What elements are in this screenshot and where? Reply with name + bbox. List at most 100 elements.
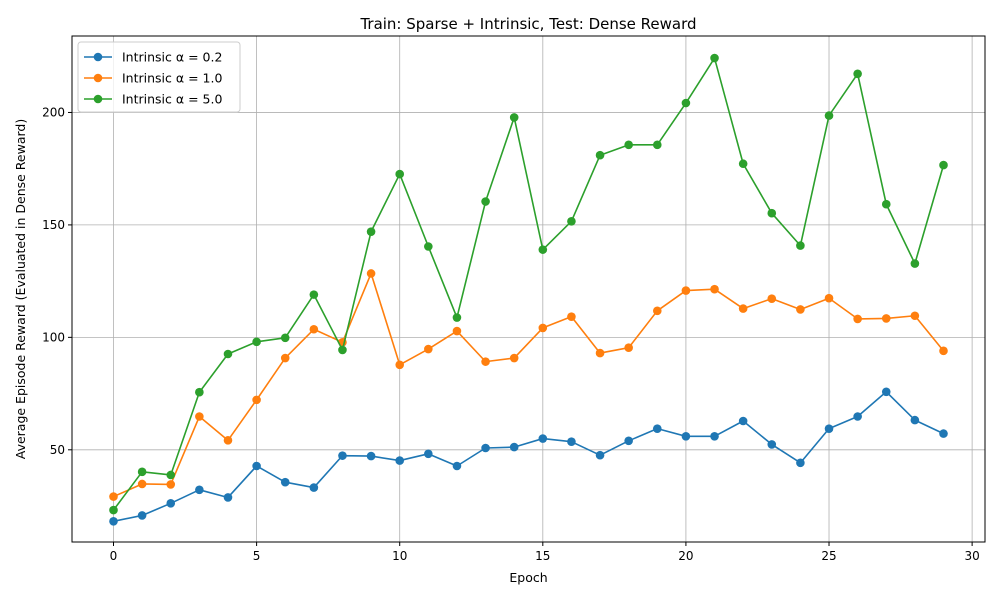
data-point xyxy=(137,511,147,520)
data-point xyxy=(538,323,548,333)
data-point xyxy=(710,53,719,63)
series-line xyxy=(112,57,945,511)
x-tick-label: 25 xyxy=(821,549,836,563)
data-point xyxy=(824,424,834,433)
data-point xyxy=(939,429,948,438)
data-point xyxy=(824,293,834,303)
data-point xyxy=(767,294,777,303)
data-point xyxy=(395,169,405,179)
data-point xyxy=(710,432,719,441)
x-axis-label: Epoch xyxy=(509,570,547,585)
data-point xyxy=(309,483,319,492)
x-tick-label: 5 xyxy=(253,549,261,563)
data-point xyxy=(424,242,433,251)
y-axis-label: Average Episode Reward (Evaluated in Den… xyxy=(13,119,28,460)
data-point xyxy=(767,208,777,218)
data-point xyxy=(223,493,233,502)
data-point xyxy=(509,353,519,363)
data-point xyxy=(738,416,748,426)
data-point xyxy=(910,259,920,268)
data-point xyxy=(109,492,118,501)
data-point xyxy=(910,415,920,425)
data-point xyxy=(509,113,519,122)
x-tick-label: 10 xyxy=(392,549,407,563)
data-point xyxy=(280,333,290,343)
data-point xyxy=(309,324,319,334)
data-point xyxy=(567,312,576,321)
data-point xyxy=(252,461,261,471)
legend-marker xyxy=(93,94,103,104)
data-point xyxy=(939,346,948,356)
data-point xyxy=(652,306,662,316)
data-point xyxy=(223,349,233,359)
data-point xyxy=(395,360,405,370)
data-point xyxy=(395,456,405,465)
data-point xyxy=(853,412,862,421)
data-point xyxy=(910,311,920,321)
legend-entry: Intrinsic α = 5.0 xyxy=(122,92,222,107)
data-point xyxy=(309,290,319,299)
data-point xyxy=(452,326,462,336)
data-point xyxy=(881,387,891,397)
data-point xyxy=(853,69,862,79)
legend-marker xyxy=(93,73,103,83)
data-point xyxy=(567,437,576,446)
data-point xyxy=(624,343,633,352)
y-tick-label: 200 xyxy=(42,105,65,119)
data-point xyxy=(595,150,605,160)
data-point xyxy=(738,304,748,313)
data-point xyxy=(652,424,662,433)
data-point xyxy=(796,305,805,314)
data-point xyxy=(939,160,948,170)
series-0 xyxy=(109,387,948,526)
data-point xyxy=(481,197,490,206)
data-point xyxy=(137,479,147,489)
x-tick-label: 0 xyxy=(110,549,118,563)
legend-entry: Intrinsic α = 0.2 xyxy=(122,50,222,65)
data-point xyxy=(280,477,290,487)
data-point xyxy=(195,387,204,397)
data-point xyxy=(767,440,777,449)
data-point xyxy=(109,505,118,515)
data-point xyxy=(538,245,548,254)
y-tick-label: 150 xyxy=(42,218,65,232)
data-point xyxy=(710,284,719,294)
y-axis-ticks: 50 100 150 200 xyxy=(42,105,72,457)
data-point xyxy=(424,449,433,459)
data-point xyxy=(652,140,662,150)
data-point xyxy=(567,217,576,226)
data-point xyxy=(252,395,261,405)
data-point xyxy=(681,286,691,295)
data-point xyxy=(195,485,204,495)
data-point xyxy=(796,458,805,468)
plot-frame xyxy=(71,35,986,543)
data-point xyxy=(481,357,490,366)
data-point xyxy=(538,434,548,443)
data-point xyxy=(452,313,462,322)
data-point xyxy=(796,241,805,250)
data-point xyxy=(166,480,176,489)
data-point xyxy=(252,337,261,347)
y-tick-label: 50 xyxy=(50,443,65,457)
data-point xyxy=(424,344,433,354)
series-line xyxy=(113,390,944,523)
data-point xyxy=(881,314,891,323)
data-point xyxy=(509,442,519,452)
data-point xyxy=(824,111,834,120)
data-point xyxy=(366,269,376,278)
legend-entry: Intrinsic α = 1.0 xyxy=(122,71,222,86)
data-point xyxy=(280,353,290,363)
x-tick-label: 15 xyxy=(535,549,550,563)
data-point xyxy=(223,436,233,445)
data-point xyxy=(481,443,490,453)
series-1 xyxy=(109,269,948,501)
data-point xyxy=(738,159,748,169)
legend-box xyxy=(77,41,241,113)
y-tick-label: 100 xyxy=(42,330,65,344)
data-point xyxy=(366,227,376,236)
data-point xyxy=(366,451,376,461)
data-point xyxy=(681,432,691,441)
data-point xyxy=(681,98,691,108)
data-point xyxy=(853,314,862,324)
